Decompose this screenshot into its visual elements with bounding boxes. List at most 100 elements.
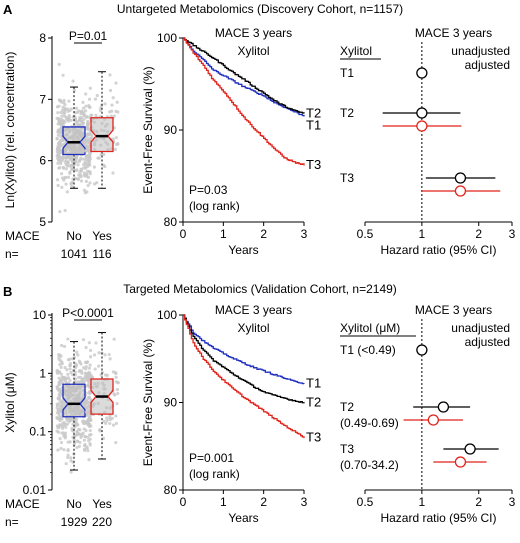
km-pvalue: P=0.03 <box>189 183 228 197</box>
box-scatter-point <box>62 111 66 115</box>
box-scatter-point <box>76 177 81 181</box>
box-scatter-point <box>57 376 61 380</box>
box-no <box>62 86 86 189</box>
box-mace-label: MACE <box>5 229 40 243</box>
box-scatter-point <box>84 405 89 410</box>
box-scatter-point <box>57 121 61 126</box>
box-scatter-point <box>84 365 88 369</box>
box-scatter-point <box>65 376 69 380</box>
box-scatter-point <box>66 358 71 362</box>
box-body <box>62 126 86 156</box>
forest-point-unadjusted <box>416 67 428 79</box>
box-scatter-point <box>69 456 73 460</box>
box-scatter-point <box>55 368 59 373</box>
box-count-no: 1041 <box>61 247 88 261</box>
box-count-yes: 116 <box>92 247 111 261</box>
forest-point-unadjusted <box>416 107 428 119</box>
box-scatter-point <box>75 350 79 354</box>
box-scatter-point <box>75 168 79 172</box>
box-scatter-point <box>59 155 63 160</box>
box-scatter-point <box>73 377 78 381</box>
box-pvalue: P=0.01 <box>69 29 108 43</box>
km-curve-t1 <box>183 37 305 117</box>
box-scatter-point <box>87 105 92 109</box>
box-scatter-point <box>111 171 115 175</box>
box-scatter-point <box>87 458 91 462</box>
box-scatter-point <box>58 362 62 367</box>
forest-point-adjusted <box>454 456 467 468</box>
box-scatter-point <box>111 96 115 100</box>
box-scatter-point <box>113 147 117 152</box>
box-scatter-point <box>65 190 69 194</box>
box-count-no: 1929 <box>61 515 88 529</box>
box-scatter-point <box>88 157 92 161</box>
box-scatter-point <box>64 182 68 186</box>
forest-point-unadjusted <box>464 443 476 455</box>
box-scatter-point <box>87 170 91 174</box>
panel-a-title: Untargeted Metabolomics (Discovery Cohor… <box>117 2 403 16</box>
box-scatter-point <box>108 413 112 418</box>
box-scatter-point <box>61 73 65 77</box>
box-pvalue: P<0.0001 <box>62 306 114 320</box>
box-scatter-point <box>58 353 62 357</box>
box-n-label: n= <box>5 247 19 261</box>
km-y-tick-label: 80 <box>164 215 178 229</box>
box-body <box>90 117 114 153</box>
box-scatter-point <box>57 430 61 434</box>
box-scatter-point <box>73 373 77 377</box>
box-scatter-point <box>72 88 76 92</box>
box-scatter-point <box>68 108 72 113</box>
box-scatter-point <box>87 439 91 443</box>
box-scatter-point <box>88 163 92 167</box>
box-scatter-point <box>112 114 116 118</box>
box-scatter-point <box>63 365 67 370</box>
forest-group-header: Xylitol <box>340 44 372 58</box>
km-x-label: Years <box>228 511 258 525</box>
box-scatter-point <box>93 367 97 371</box>
km-x-tick-label: 1 <box>220 495 227 509</box>
box-scatter-point <box>87 366 92 370</box>
box-scatter-point <box>90 113 94 117</box>
box-y-tick-label: 5 <box>39 215 46 229</box>
box-scatter-point <box>59 359 63 363</box>
box-scatter-point <box>84 161 88 165</box>
box-scatter-point <box>86 120 90 125</box>
km-x-tick-label: 3 <box>301 495 308 509</box>
box-scatter-point <box>110 416 114 420</box>
box-scatter-point <box>83 149 87 153</box>
box-scatter-point <box>57 118 62 123</box>
box-scatter-point <box>56 128 60 132</box>
box-scatter-point <box>78 428 82 432</box>
forest-row-t2: T2 <box>340 400 471 426</box>
box-scatter-point <box>88 443 92 447</box>
box-scatter-point <box>108 88 113 93</box>
box-y-tick-label: 0.1 <box>29 425 46 439</box>
box-scatter-point <box>80 419 85 423</box>
box-scatter-point <box>107 352 111 357</box>
box-y-tick-label: 0.01 <box>23 483 47 497</box>
box-scatter-point <box>57 413 61 417</box>
box-scatter-point <box>83 371 87 375</box>
box-scatter-point <box>84 345 88 350</box>
forest-group-header: Xylitol (μM) <box>340 321 400 335</box>
box-scatter-point <box>63 160 68 164</box>
box-y-tick-label: 7 <box>39 92 46 106</box>
box-scatter-point <box>87 411 91 415</box>
km-x-tick-label: 0 <box>180 495 187 509</box>
box-scatter-point <box>88 348 93 353</box>
box-scatter-point <box>78 158 82 162</box>
box-scatter-point <box>59 160 63 164</box>
box-scatter-point <box>68 367 72 371</box>
box-scatter-point <box>74 363 79 367</box>
box-scatter-point <box>82 427 86 431</box>
box-scatter-point <box>103 353 107 357</box>
box-scatter-point <box>115 401 119 406</box>
box-scatter-point <box>114 81 118 85</box>
km-x-tick-label: 2 <box>260 495 267 509</box>
forest-x-tick-label: 1 <box>419 227 426 241</box>
box-scatter-point <box>103 164 107 169</box>
box-scatter-point <box>62 448 66 452</box>
km-curve-label-t2: T2 <box>306 105 321 120</box>
box-scatter-point <box>84 104 88 108</box>
box-scatter-point <box>115 387 119 392</box>
